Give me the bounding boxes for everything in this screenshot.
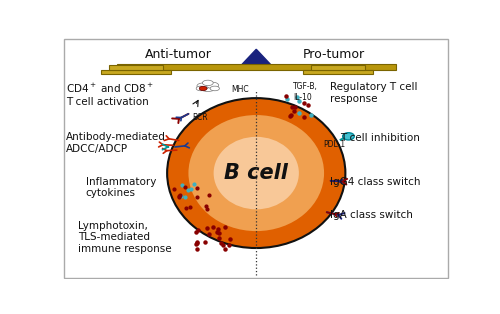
Text: TGF-B,
IL-10: TGF-B, IL-10 — [293, 82, 318, 102]
Ellipse shape — [188, 115, 324, 231]
Text: IgG4 class switch: IgG4 class switch — [330, 176, 420, 187]
Text: B cell: B cell — [224, 163, 288, 183]
Text: MHC: MHC — [231, 85, 248, 94]
Text: T cell inhibition: T cell inhibition — [340, 133, 419, 143]
Ellipse shape — [196, 86, 205, 91]
Ellipse shape — [197, 83, 209, 89]
Ellipse shape — [342, 133, 354, 140]
FancyBboxPatch shape — [109, 66, 163, 70]
Text: Anti-tumor: Anti-tumor — [146, 48, 212, 61]
Text: Inflammatory
cytokines: Inflammatory cytokines — [86, 177, 156, 198]
Ellipse shape — [210, 86, 220, 91]
Ellipse shape — [167, 98, 346, 248]
FancyBboxPatch shape — [101, 70, 171, 74]
Text: Lymphotoxin,
TLS-mediated
immune response: Lymphotoxin, TLS-mediated immune respons… — [78, 220, 172, 254]
Ellipse shape — [200, 86, 207, 91]
Polygon shape — [237, 49, 276, 70]
Text: Regulatory T cell
response: Regulatory T cell response — [330, 83, 418, 104]
Text: PDL-1: PDL-1 — [323, 140, 345, 149]
Text: IgA class switch: IgA class switch — [330, 210, 413, 220]
Ellipse shape — [214, 137, 299, 209]
FancyBboxPatch shape — [310, 66, 365, 70]
Text: CD4$^+$ and CD8$^+$
T cell activation: CD4$^+$ and CD8$^+$ T cell activation — [66, 82, 154, 107]
Ellipse shape — [200, 83, 216, 91]
Text: Pro-tumor: Pro-tumor — [302, 48, 365, 61]
Ellipse shape — [206, 82, 218, 89]
FancyBboxPatch shape — [117, 63, 396, 70]
Ellipse shape — [202, 80, 213, 86]
Text: Antibody-mediated
ADCC/ADCP: Antibody-mediated ADCC/ADCP — [66, 132, 166, 154]
FancyBboxPatch shape — [303, 70, 372, 74]
Text: BCR: BCR — [192, 113, 208, 122]
FancyBboxPatch shape — [64, 39, 448, 278]
